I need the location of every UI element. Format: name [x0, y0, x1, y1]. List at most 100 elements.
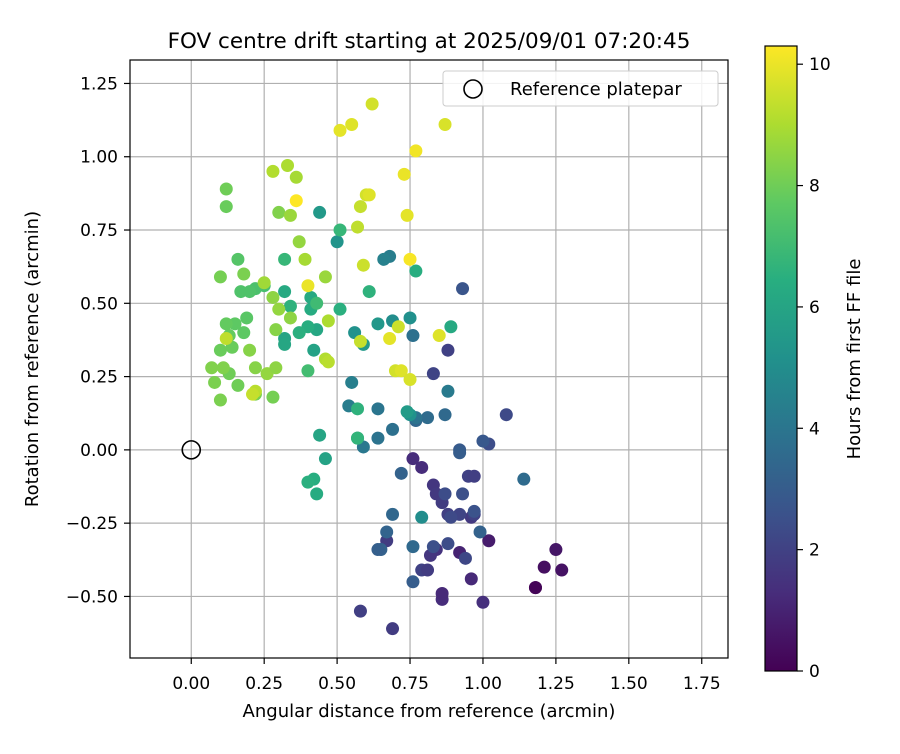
data-point: [365, 97, 379, 111]
data-point: [283, 299, 297, 313]
data-point: [476, 595, 490, 609]
data-point: [292, 326, 306, 340]
y-tick-label: 1.00: [80, 148, 118, 168]
data-point: [219, 331, 233, 345]
data-point: [301, 279, 315, 293]
x-axis-label: Angular distance from reference (arcmin): [243, 701, 616, 722]
data-point: [351, 431, 365, 445]
data-point: [406, 452, 420, 466]
data-point: [269, 323, 283, 337]
data-point: [272, 205, 286, 219]
colorbar-tick-label: 0: [809, 662, 820, 682]
data-point: [248, 361, 262, 375]
colorbar-tick-label: 2: [809, 541, 820, 561]
y-axis-label: Rotation from reference (arcmin): [22, 211, 43, 507]
data-point: [237, 326, 251, 340]
x-tick-label: 1.00: [464, 674, 502, 694]
y-tick-label: 0.50: [80, 294, 118, 314]
x-tick-label: 0.75: [391, 674, 429, 694]
data-point: [310, 296, 324, 310]
data-point: [409, 264, 423, 278]
data-point: [426, 540, 440, 554]
x-tick-label: 1.50: [610, 674, 648, 694]
data-point: [426, 367, 440, 381]
data-point: [380, 525, 394, 539]
data-point: [441, 343, 455, 357]
data-point: [415, 510, 429, 524]
data-point: [403, 252, 417, 266]
data-point: [240, 311, 254, 325]
data-point: [409, 144, 423, 158]
data-point: [283, 311, 297, 325]
y-tick-label: 0.75: [80, 221, 118, 241]
x-tick-label: 0.00: [172, 674, 210, 694]
data-point: [231, 252, 245, 266]
data-point: [383, 331, 397, 345]
data-point: [362, 188, 376, 202]
data-point: [400, 405, 414, 419]
data-point: [377, 252, 391, 266]
data-point: [333, 223, 347, 237]
data-point: [313, 428, 327, 442]
data-point: [266, 164, 280, 178]
data-point: [321, 314, 335, 328]
chart-title: FOV centre drift starting at 2025/09/01 …: [168, 29, 691, 54]
data-point: [289, 170, 303, 184]
data-point: [386, 422, 400, 436]
data-point: [257, 276, 271, 290]
data-point: [394, 364, 408, 378]
data-point: [456, 487, 470, 501]
data-point: [298, 252, 312, 266]
data-point: [435, 587, 449, 601]
y-tick-label: −0.50: [66, 587, 118, 607]
x-tick-label: 1.25: [537, 674, 575, 694]
legend-label: Reference platepar: [510, 79, 682, 100]
data-point: [391, 320, 405, 334]
data-point: [281, 159, 295, 173]
data-point: [371, 402, 385, 416]
y-axis-ticks: −0.50 −0.25 0.00 0.25 0.50 0.75 1.00 1.25: [66, 74, 130, 607]
data-point: [432, 329, 446, 343]
data-point: [444, 320, 458, 334]
legend-box: [442, 70, 719, 107]
data-point: [234, 285, 248, 299]
data-point: [403, 373, 417, 387]
data-point: [278, 285, 292, 299]
colorbar-tick-label: 10: [809, 55, 831, 75]
data-point: [219, 200, 233, 214]
data-point: [386, 507, 400, 521]
data-point: [292, 235, 306, 249]
data-point: [476, 434, 490, 448]
data-point: [205, 361, 219, 375]
x-tick-label: 0.50: [318, 674, 356, 694]
legend-marker: [463, 79, 483, 99]
data-point: [321, 355, 335, 369]
data-point: [278, 252, 292, 266]
data-point: [351, 220, 365, 234]
data-point: [231, 378, 245, 392]
colorbar-tick-label: 4: [809, 419, 820, 439]
data-point: [549, 543, 563, 557]
data-point: [482, 534, 496, 548]
data-point: [272, 302, 286, 316]
data-point: [421, 411, 435, 425]
y-tick-label: 0.25: [80, 368, 118, 388]
plot-frame: [129, 59, 729, 659]
data-point: [237, 267, 251, 281]
data-point: [517, 472, 531, 486]
legend: Reference platepar: [442, 70, 719, 107]
data-point: [353, 200, 367, 214]
x-tick-label: 0.25: [245, 674, 283, 694]
data-point: [438, 487, 452, 501]
data-point: [208, 375, 222, 389]
data-point: [301, 364, 315, 378]
data-point: [345, 375, 359, 389]
data-point: [371, 317, 385, 331]
data-point: [246, 387, 260, 401]
data-point: [397, 167, 411, 181]
data-point: [537, 560, 551, 574]
colorbar-ticks: 0 2 4 6 8 10: [797, 55, 831, 682]
data-point: [386, 622, 400, 636]
data-point: [467, 469, 481, 483]
